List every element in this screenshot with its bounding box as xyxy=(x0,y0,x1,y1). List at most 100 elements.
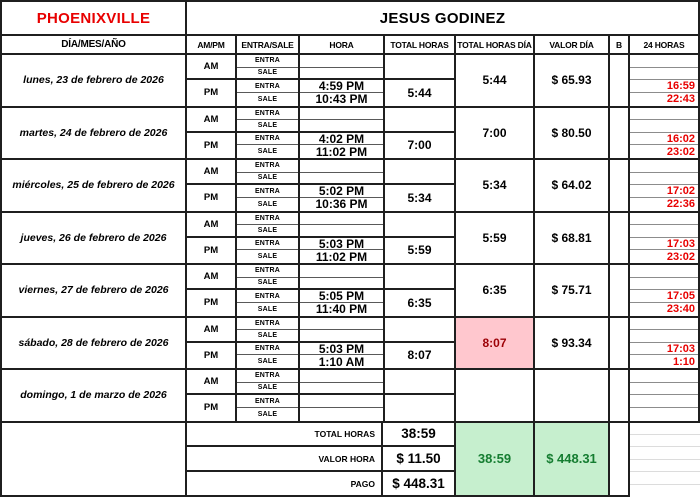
valor-dia-cell: $ 80.50 xyxy=(535,107,610,158)
hora-pm-entra-cell[interactable]: 5:03 PM xyxy=(300,343,383,356)
am-label: AM xyxy=(187,265,235,291)
h24-footer-gridlines xyxy=(630,423,700,497)
h24-cell: 17:05 xyxy=(630,290,698,303)
hora-pm-sale-cell[interactable]: 10:43 PM xyxy=(315,92,368,106)
hora-am-sale-cell[interactable] xyxy=(300,225,383,238)
valor-dia-cell: $ 93.34 xyxy=(535,317,610,368)
hora-column: 4:59 PM 10:43 PM xyxy=(300,55,385,106)
entra-sale-column: ENTRA SALE ENTRA SALE xyxy=(237,107,300,158)
total-horas-column xyxy=(385,370,456,421)
hora-am-entra-cell[interactable] xyxy=(300,213,383,226)
hora-pm-sale-cell[interactable]: 10:36 PM xyxy=(315,197,368,211)
entra-sale-column: ENTRA SALE ENTRA SALE xyxy=(237,212,300,263)
am-label: AM xyxy=(187,160,235,186)
total-horas-column: 6:35 xyxy=(385,265,456,316)
total-horas-pm-cell: 6:35 xyxy=(407,295,432,310)
hora-pm-entra-cell[interactable]: 5:02 PM xyxy=(300,185,383,198)
hora-am-sale-cell[interactable] xyxy=(300,173,383,186)
entra-label: ENTRA xyxy=(237,238,298,251)
hora-pm-entra-cell[interactable]: 4:02 PM xyxy=(300,133,383,146)
h24-cell xyxy=(630,278,698,291)
total-horas-dia-cell: 5:44 xyxy=(456,55,535,106)
entra-label: ENTRA xyxy=(237,185,298,198)
am-label: AM xyxy=(187,108,235,133)
total-horas-green-cell: 38:59 xyxy=(456,422,535,497)
b-cell xyxy=(610,370,630,421)
hora-am-sale-cell[interactable] xyxy=(300,330,383,343)
total-horas-dia-cell xyxy=(456,370,535,421)
hora-am-sale-cell[interactable] xyxy=(300,383,383,396)
hora-pm-entra-cell[interactable]: 5:03 PM xyxy=(300,238,383,251)
h24-cell xyxy=(630,370,698,383)
am-label: AM xyxy=(187,370,235,396)
day-date: sábado, 28 de febrero de 2026 xyxy=(2,317,187,368)
hora-am-sale-cell[interactable] xyxy=(300,120,383,133)
hora-pm-entra-cell[interactable] xyxy=(300,395,383,408)
hora-pm-entra-cell[interactable]: 5:05 PM xyxy=(300,290,383,303)
total-horas-dia-cell: 5:59 xyxy=(456,212,535,263)
day-row: viernes, 27 de febrero de 2026 AM PM ENT… xyxy=(2,265,700,318)
hora-am-entra-cell[interactable] xyxy=(300,318,383,331)
total-horas-am-cell xyxy=(385,108,454,133)
summary-empty-cell xyxy=(2,422,187,497)
entra-label: ENTRA xyxy=(237,370,298,383)
entra-label: ENTRA xyxy=(237,265,298,278)
pm-label: PM xyxy=(203,192,219,204)
hora-am-entra-cell[interactable] xyxy=(300,160,383,173)
total-horas-value: 38:59 xyxy=(401,426,436,442)
valor-hora-value: $ 11.50 xyxy=(396,451,441,467)
day-date: martes, 24 de febrero de 2026 xyxy=(2,107,187,158)
day-date: domingo, 1 de marzo de 2026 xyxy=(2,370,187,421)
col-header-hora: HORA xyxy=(300,36,385,53)
hora-am-sale-cell[interactable] xyxy=(300,68,383,81)
total-horas-dia-cell: 7:00 xyxy=(456,107,535,158)
ampm-column: AM PM xyxy=(187,55,237,106)
sale-label: SALE xyxy=(257,253,278,261)
pm-label: PM xyxy=(203,139,219,151)
hora-pm-sale-cell[interactable] xyxy=(300,408,383,421)
ampm-column: AM PM xyxy=(187,107,237,158)
hora-pm-sale-cell[interactable]: 11:02 PM xyxy=(315,250,368,263)
total-horas-column: 8:07 xyxy=(385,317,456,368)
b-cell xyxy=(610,55,630,106)
col-header-24-horas: 24 HORAS xyxy=(630,36,700,53)
b-cell xyxy=(610,107,630,158)
total-horas-column: 5:59 xyxy=(385,212,456,263)
day-row: sábado, 28 de febrero de 2026 AM PM ENTR… xyxy=(2,317,700,370)
h24-column: 17:02 22:36 xyxy=(630,160,700,211)
pm-label: PM xyxy=(203,402,219,414)
hora-pm-sale-cell[interactable]: 1:10 AM xyxy=(318,355,365,368)
entra-label: ENTRA xyxy=(237,395,298,408)
valor-dia-cell xyxy=(535,370,610,421)
sale-label: SALE xyxy=(237,173,298,186)
hora-pm-entra-cell[interactable]: 4:59 PM xyxy=(300,80,383,93)
h24-column: 16:02 23:02 xyxy=(630,107,700,158)
hora-pm-sale-cell[interactable]: 11:02 PM xyxy=(315,145,368,158)
entra-label: ENTRA xyxy=(237,80,298,93)
ampm-column: AM PM xyxy=(187,160,237,211)
day-row: domingo, 1 de marzo de 2026 AM PM ENTRA … xyxy=(2,370,700,423)
hora-column: 5:02 PM 10:36 PM xyxy=(300,160,385,211)
sale-label: SALE xyxy=(257,358,278,366)
hora-pm-sale-cell[interactable]: 11:40 PM xyxy=(315,302,368,316)
h24-cell xyxy=(630,383,698,396)
pago-green-cell: $ 448.31 xyxy=(535,422,610,497)
h24-cell xyxy=(630,395,698,408)
total-horas-pm-cell: 7:00 xyxy=(407,138,432,153)
total-horas-am-cell xyxy=(385,318,454,343)
h24-cell: 16:02 xyxy=(630,133,698,146)
day-date: jueves, 26 de febrero de 2026 xyxy=(2,212,187,263)
total-horas-am-cell xyxy=(385,213,454,238)
sale-label: SALE xyxy=(237,278,298,291)
ampm-column: AM PM xyxy=(187,317,237,368)
hora-am-entra-cell[interactable] xyxy=(300,265,383,278)
hora-am-sale-cell[interactable] xyxy=(300,278,383,291)
summary-section: TOTAL HORAS 38:59 VALOR HORA $ 11.50 PAG… xyxy=(2,422,700,497)
hora-am-entra-cell[interactable] xyxy=(300,370,383,383)
hora-am-entra-cell[interactable] xyxy=(300,55,383,68)
ampm-column: AM PM xyxy=(187,265,237,316)
am-label: AM xyxy=(187,213,235,238)
pm-label: PM xyxy=(203,349,219,361)
hora-am-entra-cell[interactable] xyxy=(300,108,383,121)
total-horas-column: 5:34 xyxy=(385,160,456,211)
